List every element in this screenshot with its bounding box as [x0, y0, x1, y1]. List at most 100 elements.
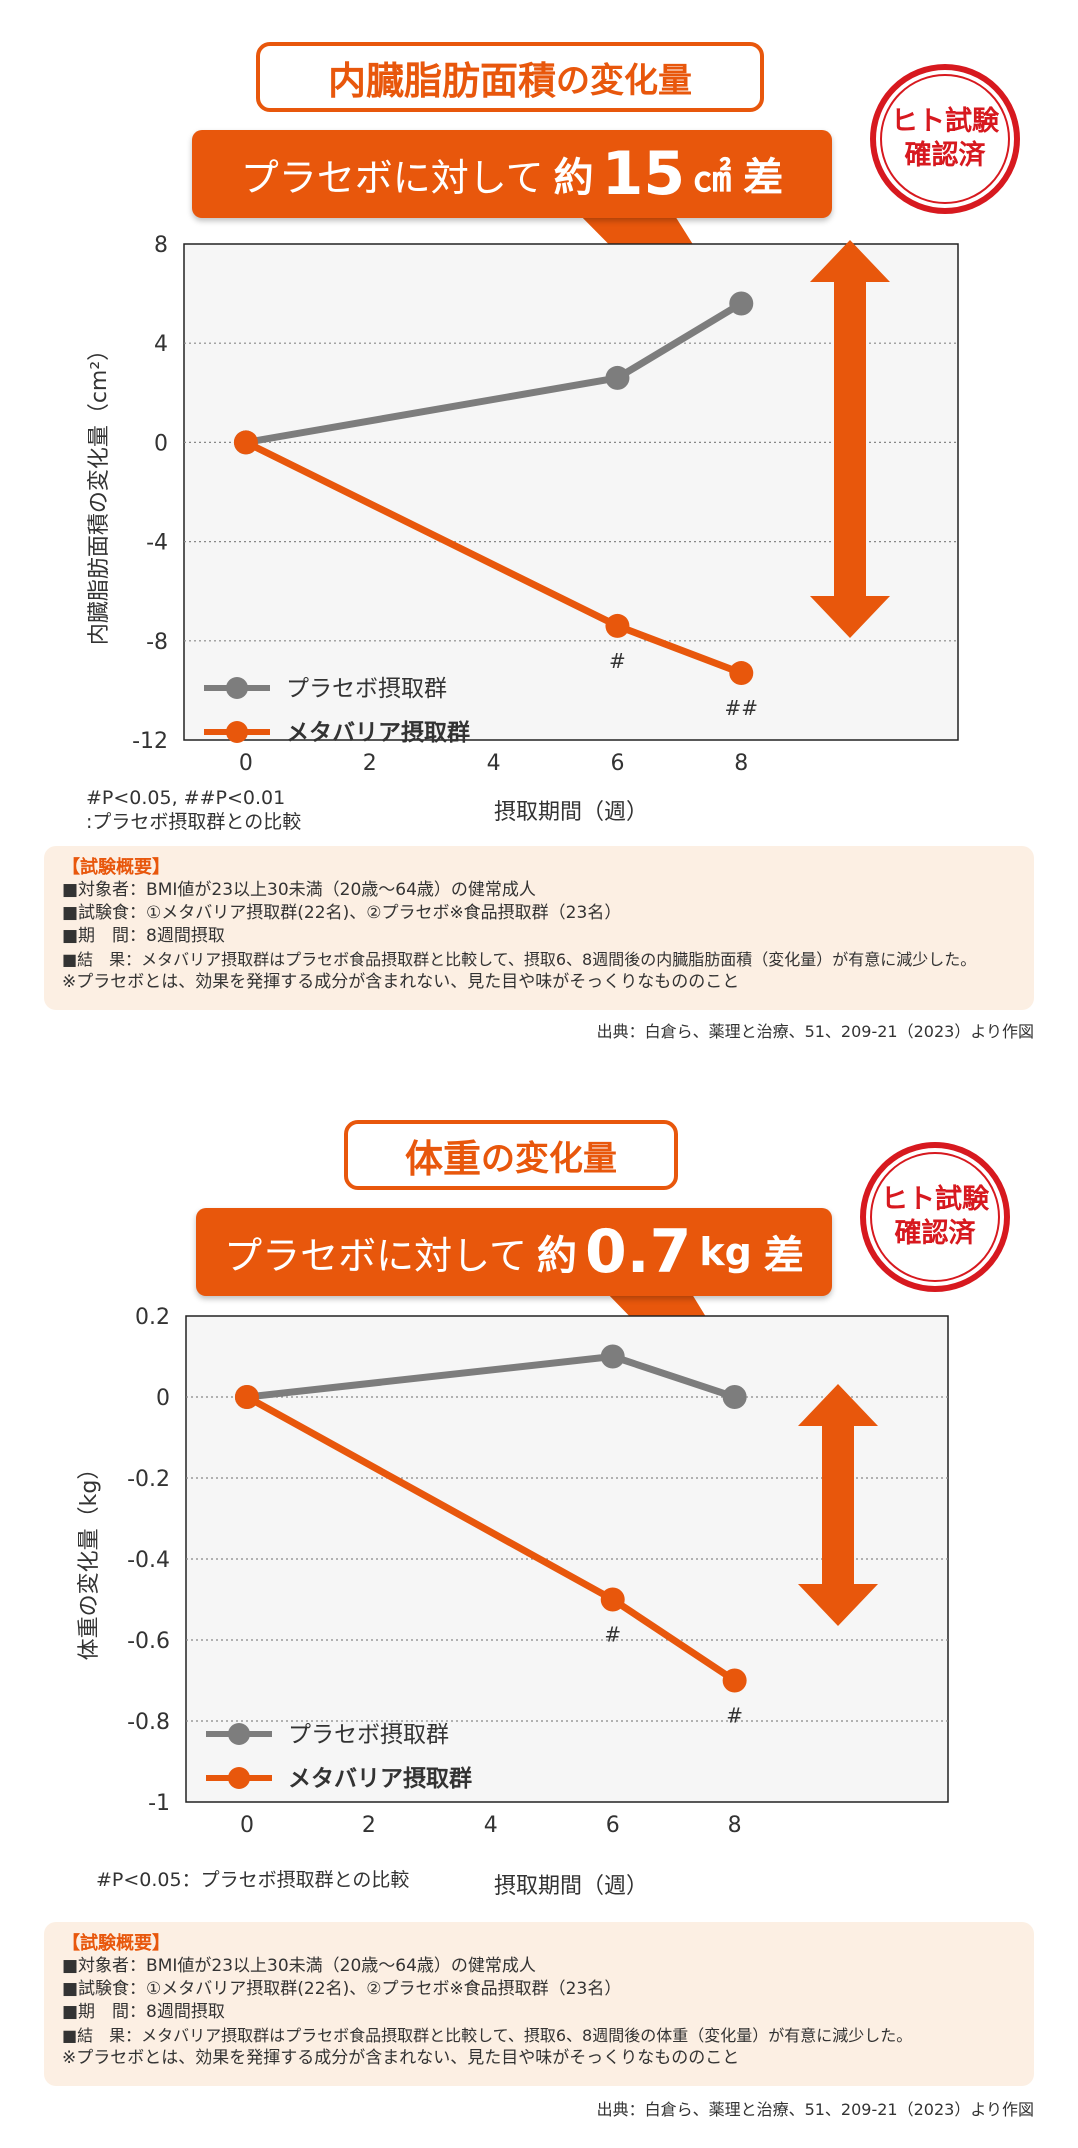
summary-line: ※プラセボとは、効果を発揮する成分が含まれない、見た目や味がそっくりなもののこと	[62, 2048, 740, 2068]
source-citation: 出典：白倉ら、薬理と治療、51、209-21（2023）より作図	[596, 2100, 1034, 2119]
y-axis-label: 体重の変化量（kg）	[77, 1458, 102, 1661]
y-tick-label: -1	[148, 1791, 170, 1816]
visceral-fat-chart: 840-4-8-120 2 4 6 8内臓脂肪面積の変化量（cm²）###プラセボ摂取群…	[87, 233, 959, 776]
difference-callout: プラセボに対して 約 15 ㎠ 差	[192, 130, 832, 218]
legend-marker	[228, 1723, 250, 1745]
x-axis-label: 摂取期間（週）	[494, 1874, 649, 1899]
x-tick-label: 6	[606, 1813, 620, 1838]
note-line1: #P<0.05：プラセボ摂取群との比較	[96, 1869, 410, 1891]
data-point	[722, 1385, 747, 1409]
y-tick-label: -0.4	[127, 1548, 170, 1573]
data-point	[233, 430, 258, 455]
legend-label: メタバリア摂取群	[288, 1765, 472, 1792]
callout-unit: kg	[699, 1230, 752, 1274]
y-tick-label: 0.2	[135, 1305, 170, 1330]
data-point	[605, 365, 630, 390]
significance-mark: ##	[725, 696, 759, 720]
summary-line: ■期 間：8週間摂取	[62, 2002, 225, 2022]
data-point	[600, 1344, 625, 1369]
summary-line: ■結 果：メタバリア摂取群はプラセボ食品摂取群と比較して、摂取6、8週間後の内臓…	[62, 950, 977, 969]
callout-number: 15	[601, 139, 686, 209]
y-tick-label: -12	[132, 729, 168, 754]
summary-line: ■対象者：BMI値が23以上30未満（20歳～64歳）の健常成人	[62, 1956, 536, 1976]
y-tick-label: 8	[154, 233, 168, 258]
legend-label: プラセボ摂取群	[288, 1722, 449, 1748]
data-point	[605, 613, 630, 638]
note-line2: :プラセボ摂取群との比較	[86, 811, 302, 833]
summary-heading: 【試験概要】	[62, 857, 170, 878]
x-tick-label: 0	[240, 1813, 254, 1838]
y-tick-label: -0.6	[127, 1629, 170, 1654]
y-tick-label: 4	[154, 332, 168, 357]
stamp-line2: 確認済	[894, 1218, 976, 1249]
data-point	[729, 291, 754, 316]
data-point	[234, 1385, 259, 1409]
y-axis-label: 内臓脂肪面積の変化量（cm²）	[87, 339, 112, 645]
y-tick-label: -0.2	[127, 1467, 170, 1492]
significance-note: #P<0.05, ##P<0.01 :プラセボ摂取群との比較	[86, 786, 301, 834]
legend-marker	[226, 721, 248, 743]
human-trial-stamp: ヒト試験 確認済	[860, 1142, 1010, 1292]
note-line1: #P<0.05, ##P<0.01	[86, 787, 286, 809]
callout-yaku: 約	[537, 1233, 578, 1279]
summary-line: ■期 間：8週間摂取	[62, 926, 225, 946]
plot-area	[183, 243, 959, 741]
x-tick-label: 0	[239, 751, 253, 776]
difference-arrow	[810, 240, 890, 638]
difference-callout: プラセボに対して 約 0.7 kg 差	[196, 1208, 832, 1296]
legend-label: メタバリア摂取群	[286, 719, 470, 746]
callout-number: 0.7	[585, 1217, 692, 1287]
y-tick-label: 0	[156, 1386, 170, 1411]
trial-summary: 【試験概要】 ■対象者：BMI値が23以上30未満（20歳～64歳）の健常成人 …	[44, 846, 1034, 1010]
significance-mark: #	[604, 1623, 621, 1647]
legend-label: プラセボ摂取群	[286, 676, 447, 702]
y-tick-label: -4	[146, 531, 168, 556]
x-tick-label: 2	[362, 1813, 376, 1838]
summary-line: ■試験食：①メタバリア摂取群(22名)、②プラセボ※食品摂取群（23名）	[62, 1979, 622, 1999]
human-trial-stamp: ヒト試験 確認済	[870, 64, 1020, 214]
y-tick-label: -0.8	[127, 1710, 170, 1735]
x-tick-label: 8	[734, 751, 748, 776]
legend-marker	[226, 677, 248, 699]
data-point	[722, 1668, 747, 1693]
stamp-line1: ヒト試験	[881, 1184, 989, 1216]
data-point	[729, 661, 754, 686]
x-tick-label: 6	[610, 751, 624, 776]
callout-sa: 差	[743, 155, 784, 201]
visceral-fat-section: 内臓脂肪面積 の変化量 プラセボに対して 約 15 ㎠ 差 ヒト試験 確認済 8 4…	[0, 0, 1078, 1070]
summary-line: ■結 果：メタバリア摂取群はプラセボ食品摂取群と比較して、摂取6、8週間後の体重…	[62, 2026, 913, 2045]
title-rest: の変化量	[481, 1138, 617, 1179]
difference-arrow	[798, 1384, 878, 1626]
y-tick-label: 0	[154, 431, 168, 456]
body-weight-section: 体重 の変化量 プラセボに対して 約 0.7 kg 差 ヒト試験 確認済 0.2 0…	[0, 1080, 1078, 2148]
source-citation: 出典：白倉ら、薬理と治療、51、209-21（2023）より作図	[596, 1022, 1034, 1041]
summary-line: ■試験食：①メタバリア摂取群(22名)、②プラセボ※食品摂取群（23名）	[62, 903, 622, 923]
callout-sa: 差	[763, 1233, 804, 1279]
callout-yaku: 約	[553, 155, 594, 201]
callout-prefix: プラセボに対して	[224, 1233, 528, 1278]
x-tick-label: 4	[484, 1813, 498, 1838]
x-axis-label: 摂取期間（週）	[494, 800, 649, 825]
trial-summary: 【試験概要】 ■対象者：BMI値が23以上30未満（20歳～64歳）の健常成人 …	[44, 1922, 1034, 2086]
stamp-line1: ヒト試験	[891, 106, 999, 138]
summary-heading: 【試験概要】	[62, 1933, 170, 1954]
callout-unit: ㎠	[693, 155, 732, 200]
legend-marker	[228, 1767, 250, 1789]
data-point	[600, 1587, 625, 1612]
stamp-line2: 確認済	[904, 140, 986, 171]
summary-line: ■対象者：BMI値が23以上30未満（20歳～64歳）の健常成人	[62, 880, 536, 900]
significance-note: #P<0.05：プラセボ摂取群との比較	[96, 1868, 409, 1892]
x-tick-label: 8	[728, 1813, 742, 1838]
section-title: 体重 の変化量	[344, 1120, 678, 1190]
title-bold: 内臓脂肪面積	[327, 58, 556, 103]
title-bold: 体重	[404, 1136, 481, 1181]
body-weight-chart: 0.2 0 -0.2 -0.4 -0.6 -0.8 -1 0 2 4 6 8 体重の変化量（kg） # # プ…	[77, 1305, 949, 1838]
significance-mark: #	[609, 649, 626, 673]
section-title: 内臓脂肪面積 の変化量	[256, 42, 764, 112]
callout-prefix: プラセボに対して	[240, 155, 544, 200]
x-tick-label: 4	[487, 751, 501, 776]
significance-mark: #	[726, 1704, 743, 1728]
x-tick-label: 2	[363, 751, 377, 776]
title-rest: の変化量	[556, 60, 692, 101]
y-tick-label: -8	[146, 630, 168, 655]
